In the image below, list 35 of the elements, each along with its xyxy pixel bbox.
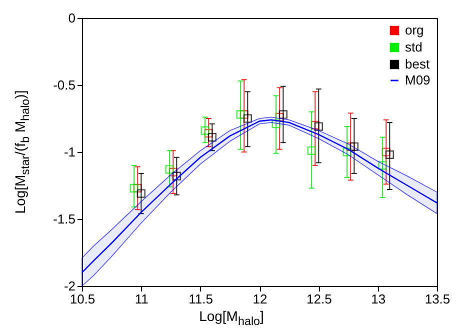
y-tick-label: -2 — [64, 278, 76, 294]
y-tick-label: 0 — [68, 10, 76, 26]
x-tick-label: 10.5 — [70, 292, 96, 306]
x-tick-label: 13 — [371, 292, 386, 306]
point — [168, 168, 178, 176]
point — [307, 146, 316, 155]
point — [272, 120, 280, 128]
point — [136, 189, 146, 198]
point — [378, 161, 387, 170]
point — [208, 132, 216, 142]
point — [165, 165, 174, 174]
y-tick-label: -1 — [64, 144, 76, 160]
point — [382, 148, 390, 156]
legend-label: std — [405, 40, 422, 54]
point — [130, 184, 138, 192]
x-tick-label: 12 — [252, 292, 268, 306]
legend-label: M09 — [405, 72, 430, 88]
point — [243, 114, 252, 123]
point — [314, 122, 323, 131]
legend-label: org — [405, 22, 424, 38]
point — [236, 110, 245, 119]
point — [200, 126, 210, 135]
point — [342, 148, 352, 156]
x-axis-title: Log[M$_{halo}$] — [198, 308, 265, 328]
x-tick-label: 13.5 — [424, 292, 450, 306]
x-tick-label: 12.5 — [306, 292, 332, 306]
point — [278, 110, 288, 119]
point — [172, 172, 181, 180]
point — [385, 150, 394, 159]
x-tick-label: 11 — [134, 292, 148, 306]
legend-label: best — [405, 56, 430, 72]
x-tick-label: 11.5 — [188, 292, 214, 306]
y-tick-label: -0.5 — [53, 78, 76, 92]
y-tick-label: -1.5 — [53, 212, 76, 226]
point — [350, 142, 358, 151]
